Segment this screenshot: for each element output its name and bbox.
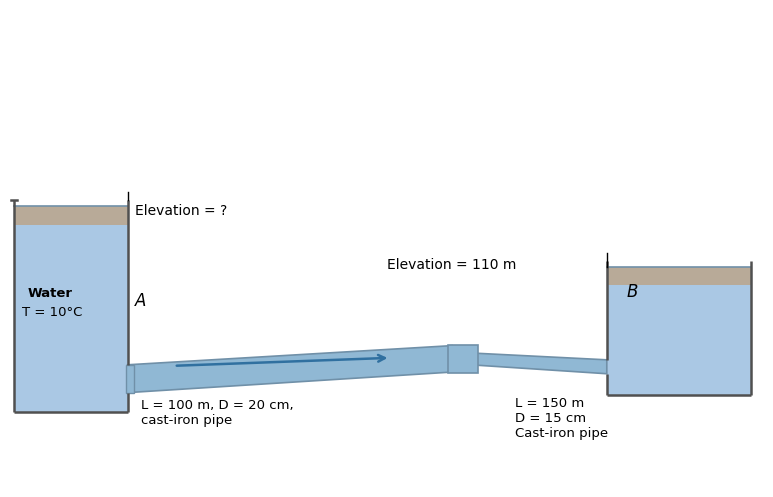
Text: L = 150 m
D = 15 cm
Cast-iron pipe: L = 150 m D = 15 cm Cast-iron pipe [515,397,608,440]
Bar [126,365,134,393]
Text: Your assigned problem: If the water surface elevation in reservoir B is 110m, wh: Your assigned problem: If the water surf… [9,18,648,33]
Bar [448,345,478,373]
Bar [14,206,128,412]
Text: Elevation = 110 m: Elevation = 110 m [386,258,516,272]
Text: L = 100 m, D = 20 cm,
cast-iron pipe: L = 100 m, D = 20 cm, cast-iron pipe [141,399,294,426]
Bar [607,267,751,395]
Text: occur in the cast iron pipe? Use n=0.011 for all pipes.: occur in the cast iron pipe? Use n=0.011… [9,111,427,126]
Text: A: A [135,292,147,310]
Polygon shape [470,353,607,374]
Text: T = 10°C: T = 10°C [22,306,82,319]
Text: must be the water surface elevation in reservoir A if a flow of 0.03m^3/s is to: must be the water surface elevation in r… [9,65,614,80]
Text: Elevation = ?: Elevation = ? [135,204,227,218]
Polygon shape [128,345,452,393]
Text: Water: Water [28,287,73,300]
Bar [607,267,751,285]
Bar [14,206,128,225]
Text: B: B [626,283,638,301]
